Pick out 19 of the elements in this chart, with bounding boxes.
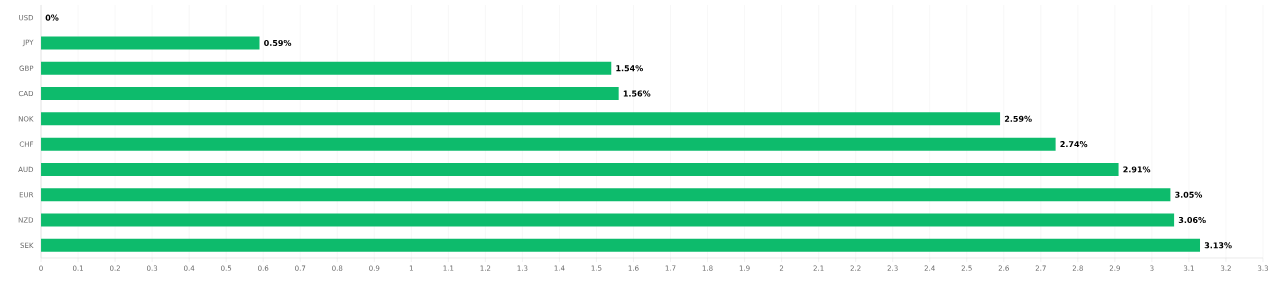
bar: [41, 112, 1001, 126]
bar: [41, 61, 612, 75]
bar: [41, 137, 1056, 151]
data-label: 2.74%: [1060, 141, 1088, 148]
bar: [41, 87, 619, 101]
data-label: 1.54%: [616, 65, 643, 72]
bar: [41, 188, 1171, 202]
data-label: 3.05%: [1175, 191, 1203, 198]
bar: [41, 213, 1175, 227]
bar: [41, 162, 1119, 176]
data-label: 3.13%: [1204, 242, 1232, 249]
data-label: 0.59%: [264, 39, 292, 46]
data-label: 2.59%: [1004, 115, 1032, 122]
data-label: 3.06%: [1178, 217, 1206, 224]
bar: [41, 238, 1201, 252]
bar: [41, 36, 260, 50]
data-label: 2.91%: [1123, 166, 1151, 173]
data-label: 1.56%: [623, 90, 651, 97]
data-label: 0%: [45, 14, 59, 21]
